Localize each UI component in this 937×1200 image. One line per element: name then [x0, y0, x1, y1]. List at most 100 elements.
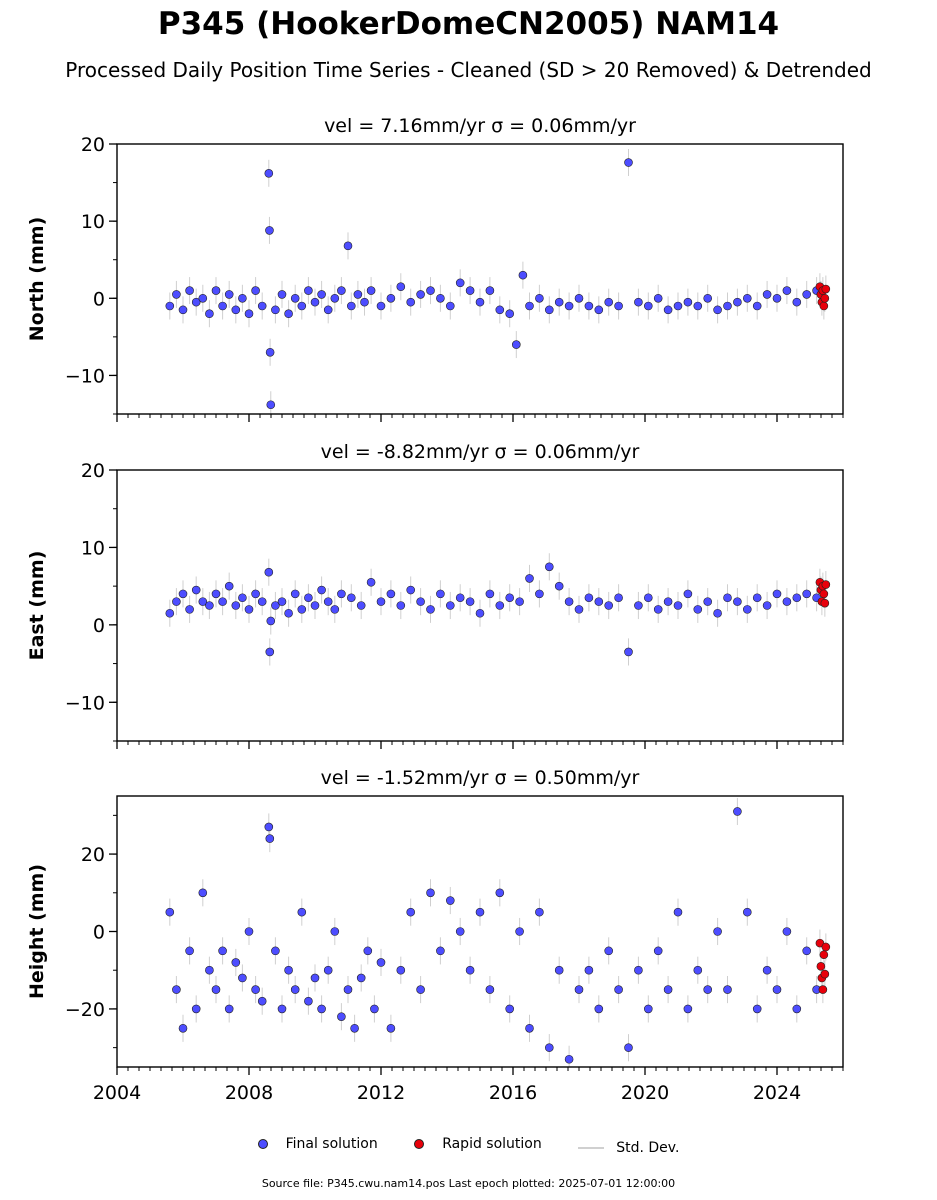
final-point: [643, 1004, 653, 1014]
final-point: [703, 597, 713, 606]
legend-std-label: Std. Dev.: [616, 1140, 680, 1156]
y-tick-label: 0: [93, 922, 105, 944]
final-point: [376, 301, 386, 311]
final-point: [376, 597, 386, 606]
rapid-point: [816, 962, 826, 971]
final-point: [505, 593, 515, 603]
final-point: [594, 597, 604, 606]
final-point: [224, 290, 234, 299]
final-point: [713, 608, 722, 618]
final-point: [271, 601, 280, 610]
final-point: [416, 597, 425, 606]
final-point: [277, 597, 287, 606]
legend-rapid: Rapid solution: [414, 1136, 542, 1152]
final-point: [416, 290, 425, 299]
final-point: [663, 305, 673, 315]
final-point: [265, 647, 275, 657]
final-point: [297, 605, 307, 614]
final-point: [330, 605, 340, 614]
final-point: [323, 597, 333, 606]
final-point: [284, 965, 293, 975]
final-point: [742, 293, 752, 303]
final-point: [515, 597, 524, 606]
final-point: [465, 597, 475, 606]
rapid-point: [821, 942, 831, 952]
source-footer: Source file: P345.cwu.nam14.pos Last epo…: [261, 1177, 676, 1190]
final-point: [742, 605, 752, 614]
final-point: [231, 958, 241, 967]
y-tick-label: −20: [65, 999, 105, 1021]
final-point: [535, 907, 544, 917]
final-point: [238, 593, 247, 603]
final-point: [614, 985, 623, 994]
x-tick-label: 2008: [225, 1082, 273, 1104]
final-point: [172, 290, 181, 299]
y-tick-label: 20: [81, 460, 105, 482]
final-point: [396, 282, 406, 292]
plot-area: [165, 797, 831, 1067]
final-point: [330, 927, 340, 936]
final-point: [265, 226, 274, 235]
y-tick-label: 20: [81, 844, 105, 866]
final-point: [485, 286, 495, 295]
final-point: [205, 965, 214, 975]
y-axis-label: Height (mm): [26, 864, 48, 999]
final-point: [752, 593, 762, 603]
final-point: [271, 946, 280, 956]
final-point: [624, 158, 633, 167]
final-point: [366, 286, 376, 295]
final-point: [218, 301, 227, 311]
rapid-point: [819, 301, 829, 311]
final-point: [297, 301, 307, 311]
final-point: [525, 1023, 534, 1033]
final-point: [802, 290, 812, 299]
final-point: [634, 601, 643, 610]
final-point: [191, 297, 201, 307]
final-point: [505, 1004, 515, 1014]
final-point: [643, 593, 653, 603]
final-point: [317, 290, 326, 299]
final-point: [693, 301, 703, 311]
x-tick-label: 2004: [93, 1082, 141, 1104]
final-point: [511, 340, 521, 349]
rapid-point: [820, 293, 830, 303]
final-point: [703, 985, 713, 994]
final-point: [762, 965, 772, 975]
final-point: [386, 1023, 396, 1033]
final-point: [465, 286, 475, 295]
y-tick-label: 10: [81, 211, 105, 233]
std-line-icon: [578, 1147, 605, 1149]
final-point: [363, 946, 373, 956]
final-point: [185, 946, 194, 956]
final-point: [337, 1012, 346, 1021]
final-point: [353, 290, 363, 299]
y-axis-label: East (mm): [26, 551, 48, 661]
final-point: [218, 597, 227, 606]
legend-rapid-label: Rapid solution: [442, 1136, 542, 1152]
final-point: [205, 309, 214, 319]
final-point: [304, 593, 313, 603]
final-point: [544, 562, 554, 572]
final-point: [251, 286, 260, 295]
final-point: [436, 589, 445, 599]
final-point: [330, 293, 340, 303]
final-point: [406, 297, 416, 307]
final-point: [455, 593, 465, 603]
final-point: [594, 1004, 604, 1014]
final-point: [554, 581, 564, 591]
main-title: P345 (HookerDomeCN2005) NAM14: [157, 6, 780, 42]
final-point: [350, 1023, 359, 1033]
subtitle: Processed Daily Position Time Series - C…: [65, 58, 872, 82]
final-point: [663, 985, 673, 994]
final-point: [693, 965, 703, 975]
final-point: [238, 973, 247, 983]
legend-final-label: Final solution: [285, 1136, 378, 1152]
final-point: [535, 589, 544, 599]
final-point: [356, 973, 366, 983]
final-marker-icon: [257, 1139, 268, 1149]
final-point: [772, 293, 782, 303]
legend-final: Final solution: [257, 1136, 378, 1152]
final-point: [693, 605, 703, 614]
final-point: [733, 297, 742, 307]
